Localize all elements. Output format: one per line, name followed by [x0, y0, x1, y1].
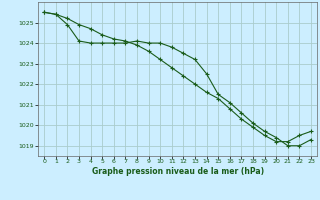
- X-axis label: Graphe pression niveau de la mer (hPa): Graphe pression niveau de la mer (hPa): [92, 167, 264, 176]
